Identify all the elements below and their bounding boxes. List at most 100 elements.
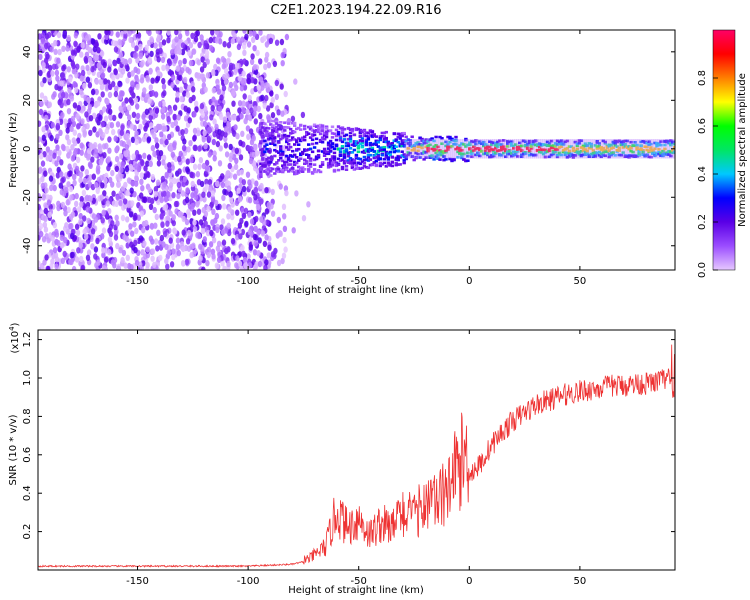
spectrogram-cell [571,146,576,150]
spectrogram-cell [348,160,353,163]
spectrogram-cell [192,163,198,170]
spectrogram-cell [424,141,428,144]
spectrogram-cell [520,149,524,153]
spectrogram-cell [651,152,655,155]
spectrogram-cell [196,59,201,66]
spectrogram-cell [172,141,177,148]
spectrogram-cell [121,57,126,65]
spectrogram-cell [342,159,347,163]
spectrogram-cell [316,128,321,132]
spectrogram-halo [434,139,438,159]
spectrogram-cell [303,127,307,131]
spectrogram-cell [366,131,371,135]
spectrogram-cell [659,154,663,157]
spectrogram-cell [537,145,542,149]
spectrogram-cell [293,160,297,164]
spectrogram-cell [163,195,169,203]
spectrogram-halo [587,139,591,159]
spectrogram-cell [250,77,255,84]
x-tick-label: 50 [574,576,587,587]
spectrogram-cell [476,151,480,155]
spectrogram-cell [149,197,155,205]
spectrogram-cell [322,149,327,153]
spectrogram-cell [221,239,227,246]
spectrogram-cell [138,43,143,50]
spectrogram-cell [577,139,582,142]
spectrogram-cell [55,172,61,179]
spectrogram-cell [462,143,466,146]
spectrogram-cell [156,69,161,77]
spectrogram-cell [259,162,263,166]
spectrogram-cell [241,179,246,186]
spectrogram-cell [242,256,248,264]
spectrogram-cell [282,236,287,244]
spectrogram-cell [322,147,327,151]
spectrogram-cell [120,256,125,264]
spectrogram-cell [259,141,263,145]
spectrogram-cell [289,163,293,166]
spectrogram-cell [561,150,566,154]
spectrogram-cell [374,141,378,144]
spectrogram-cell [142,87,147,94]
spectrogram-cell [274,39,280,46]
spectrogram-cell [289,145,293,149]
spectrogram-cell [627,145,631,148]
spectrogram-cell [637,152,641,155]
spectrogram-cell [235,62,240,70]
spectrogram-cell [285,154,289,158]
spectrogram-cell [149,122,154,129]
spectrogram-cell [209,229,214,237]
spectrogram-cell [396,163,400,166]
spectrogram-cell [364,143,369,147]
spectrogram-cell [356,127,361,131]
spectrogram-cell [153,238,159,245]
spectrogram-halo [593,139,597,159]
spectrogram-cell [74,192,79,200]
spectrogram-halo [651,139,655,159]
spectrogram-cell [314,170,319,174]
spectrogram-cell [243,117,248,125]
spectrogram-cell [378,164,382,168]
spectrogram-cell [382,161,386,165]
spectrogram-cell [54,263,59,270]
spectrogram-cell [66,152,71,159]
spectrogram-cell [260,94,265,102]
spectrogram-cell [661,150,665,153]
spectrogram-cell [165,220,170,227]
spectrogram-cell [328,165,333,168]
spectrogram-cell [242,58,247,65]
spectrogram-cell [434,135,438,139]
spectrogram-cell [259,182,264,190]
spectrogram-cell [651,149,655,152]
spectrogram-cell [119,172,124,179]
spectrogram-cell [336,125,341,128]
spectrogram-cell [70,232,75,240]
spectrogram-cell [171,248,176,255]
spectrogram-cell [130,136,136,143]
spectrogram-cell [358,157,363,161]
spectrogram-cell [372,156,376,160]
spectrogram-cell [241,250,246,257]
spectrogram-cell [118,200,123,207]
spectrogram-cell [490,140,494,144]
spectrogram-cell [134,149,140,157]
spectrogram-cell [100,217,105,224]
spectrogram-cell [356,146,361,150]
spectrogram-cell [426,148,430,151]
spectrogram-cell [228,62,234,69]
spectrogram-cell [192,219,197,226]
spectrogram-cell [366,138,371,141]
spectrogram-cell [149,109,155,116]
spectrogram-cell [139,61,144,68]
spectrogram-cell [89,60,94,67]
spectrogram-cell [60,177,65,184]
spectrogram-cell [216,256,222,263]
spectrogram-cell [40,160,46,167]
spectrogram-cell [344,133,349,137]
spectrogram-cell [57,48,62,56]
spectrogram-cell [295,139,299,142]
spectrogram-cell [297,159,301,162]
spectrogram-cell [320,129,325,133]
spectrogram-cell [597,144,601,148]
spectrogram-cell [165,215,171,222]
